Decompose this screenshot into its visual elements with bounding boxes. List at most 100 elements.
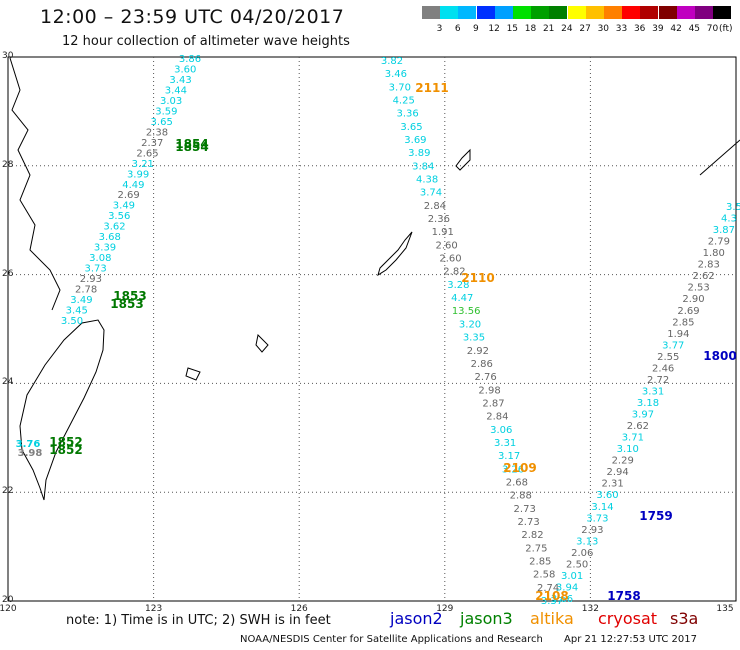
- scale-swatch: [713, 6, 733, 19]
- pass-label: 1853: [113, 289, 146, 303]
- wave-height-value: 3.62: [103, 222, 125, 233]
- wave-height-value: 3.44: [165, 85, 187, 96]
- wave-height-value: 3.01: [561, 571, 583, 582]
- wave-height-value: 13.56: [452, 306, 481, 317]
- wave-height-value: 3.68: [99, 232, 121, 243]
- scale-label: 24: [561, 24, 573, 34]
- longitude-label: 135: [716, 604, 734, 614]
- wave-height-value: 2.86: [471, 359, 493, 370]
- wave-height-value: 3.66: [551, 594, 573, 605]
- legend-item: jason3: [460, 609, 513, 628]
- wave-height-value: 4.38: [416, 175, 438, 186]
- wave-height-value: 3.49: [70, 295, 92, 306]
- wave-height-value: 4.3: [721, 214, 737, 225]
- scale-label: 42: [670, 24, 682, 34]
- wave-height-value: 2.65: [136, 148, 158, 159]
- scale-label: 45: [688, 24, 701, 34]
- ishigaki-coastline: [185, 367, 201, 381]
- legend-item: altika: [530, 609, 574, 628]
- longitude-label: 120: [0, 604, 17, 614]
- wave-height-value: 2.75: [525, 543, 547, 554]
- longitude-label: 126: [290, 604, 308, 614]
- wave-height-value: 2.53: [687, 283, 709, 294]
- wave-height-value: 3.71: [622, 433, 644, 444]
- wave-height-value: 3.06: [490, 425, 512, 436]
- wave-height-value: 2.55: [657, 352, 679, 363]
- pass-label: 1853: [110, 297, 143, 311]
- wave-height-value: 4.49: [122, 180, 144, 191]
- wave-height-value: 3.31: [494, 438, 516, 449]
- wave-height-value: 3.26: [502, 464, 524, 475]
- legend-item: s3a: [670, 609, 699, 628]
- wave-height-value: 3.87: [713, 225, 735, 236]
- wave-height-value: 3.37: [541, 596, 563, 607]
- wave-height-value: 2.82: [443, 267, 465, 278]
- wave-height-value: 3.65: [151, 117, 173, 128]
- wave-height-value: 2.78: [75, 285, 97, 296]
- scale-label: 36: [633, 24, 646, 34]
- wave-height-value: 4.25: [393, 96, 415, 107]
- org-credit: NOAA/NESDIS Center for Satellite Applica…: [240, 634, 543, 645]
- wave-height-value: 2.60: [436, 240, 458, 251]
- wave-height-value: 3.89: [408, 148, 430, 159]
- wave-height-value: 3.60: [596, 490, 618, 501]
- wave-height-value: 3.5: [726, 202, 740, 213]
- wave-height-value: 3.21: [132, 159, 154, 170]
- wave-height-value: 2.29: [612, 456, 634, 467]
- wave-height-value: 3.35: [463, 333, 485, 344]
- wave-height-value: 3.17: [498, 451, 520, 462]
- wave-height-value: 3.86: [179, 54, 201, 65]
- wave-height-value: 4.47: [451, 293, 473, 304]
- pass-label: 2111: [415, 81, 448, 95]
- latitude-label: 24: [2, 377, 14, 388]
- wave-height-value: 3.20: [459, 319, 481, 330]
- latitude-label: 26: [2, 268, 14, 279]
- wave-height-value: 2.87: [482, 398, 504, 409]
- wave-height-value: 3.94: [556, 582, 578, 593]
- wave-height-value: 3.65: [400, 122, 422, 133]
- wave-height-value: 3.43: [169, 75, 191, 86]
- wave-height-value: 3.13: [576, 536, 598, 547]
- wave-height-value: 2.69: [118, 190, 140, 201]
- wave-height-value: 2.72: [647, 375, 669, 386]
- wave-height-value: 2.85: [672, 317, 694, 328]
- taiwan-coastline: [19, 319, 105, 501]
- wave-height-value: 3.36: [396, 109, 418, 120]
- wave-height-value: 2.46: [652, 363, 674, 374]
- wave-height-value: 2.58: [533, 570, 555, 581]
- scale-label: 70: [706, 24, 719, 34]
- footer: NOAA/NESDIS Center for Satellite Applica…: [240, 634, 715, 645]
- wave-height-value: 3.69: [404, 135, 426, 146]
- wave-height-value: 2.73: [517, 517, 539, 528]
- wave-height-value: 2.68: [506, 477, 528, 488]
- okinawa-coastline: [377, 231, 413, 277]
- wave-height-value: 2.84: [486, 412, 508, 423]
- latitude-label: 20: [2, 595, 14, 605]
- wave-height-value: 3.14: [591, 502, 613, 513]
- pass-labels: 1854185418531853185218522111211021092108…: [16, 81, 737, 603]
- wave-height-value: 2.31: [601, 479, 623, 490]
- wave-height-value: 3.28: [447, 280, 469, 291]
- scale-label: 9: [473, 24, 479, 34]
- wave-height-value: 2.90: [682, 294, 704, 305]
- legend-item: jason2: [390, 609, 443, 628]
- chart-subtitle: 12 hour collection of altimeter wave hei…: [62, 34, 350, 49]
- wave-height-value: 2.36: [428, 214, 450, 225]
- longitude-label: 132: [581, 604, 599, 614]
- wave-height-value: 3.56: [108, 211, 130, 222]
- wave-height-value: 3.46: [385, 69, 407, 80]
- wave-height-value: 2.37: [141, 138, 163, 149]
- amami-coastline: [455, 148, 471, 171]
- wave-height-value: 3.10: [617, 444, 639, 455]
- wave-height-value: 2.94: [607, 467, 629, 478]
- longitude-label: 123: [145, 604, 163, 614]
- scale-label: 15: [506, 24, 519, 34]
- wave-height-value: 2.93: [581, 525, 603, 536]
- wave-height-value: 3.73: [586, 513, 608, 524]
- wave-height-value: 3.31: [642, 386, 664, 397]
- scale-label: 3: [436, 24, 443, 34]
- chart-title: 12:00 – 23:59 UTC 04/20/2017: [40, 6, 345, 28]
- pass-label: 2109: [503, 461, 536, 475]
- honshu-coastline: [699, 139, 740, 176]
